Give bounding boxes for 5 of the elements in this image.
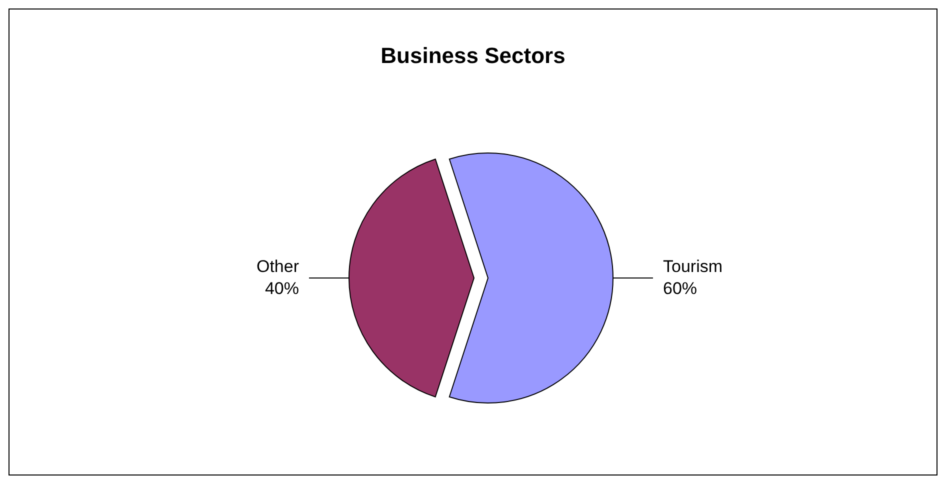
data-label: 40% xyxy=(264,278,299,298)
data-label: 60% xyxy=(663,279,698,298)
slice-label: Tourism xyxy=(663,257,723,276)
slice-label: Other xyxy=(256,256,300,276)
chart-title: Business Sectors xyxy=(380,43,566,68)
